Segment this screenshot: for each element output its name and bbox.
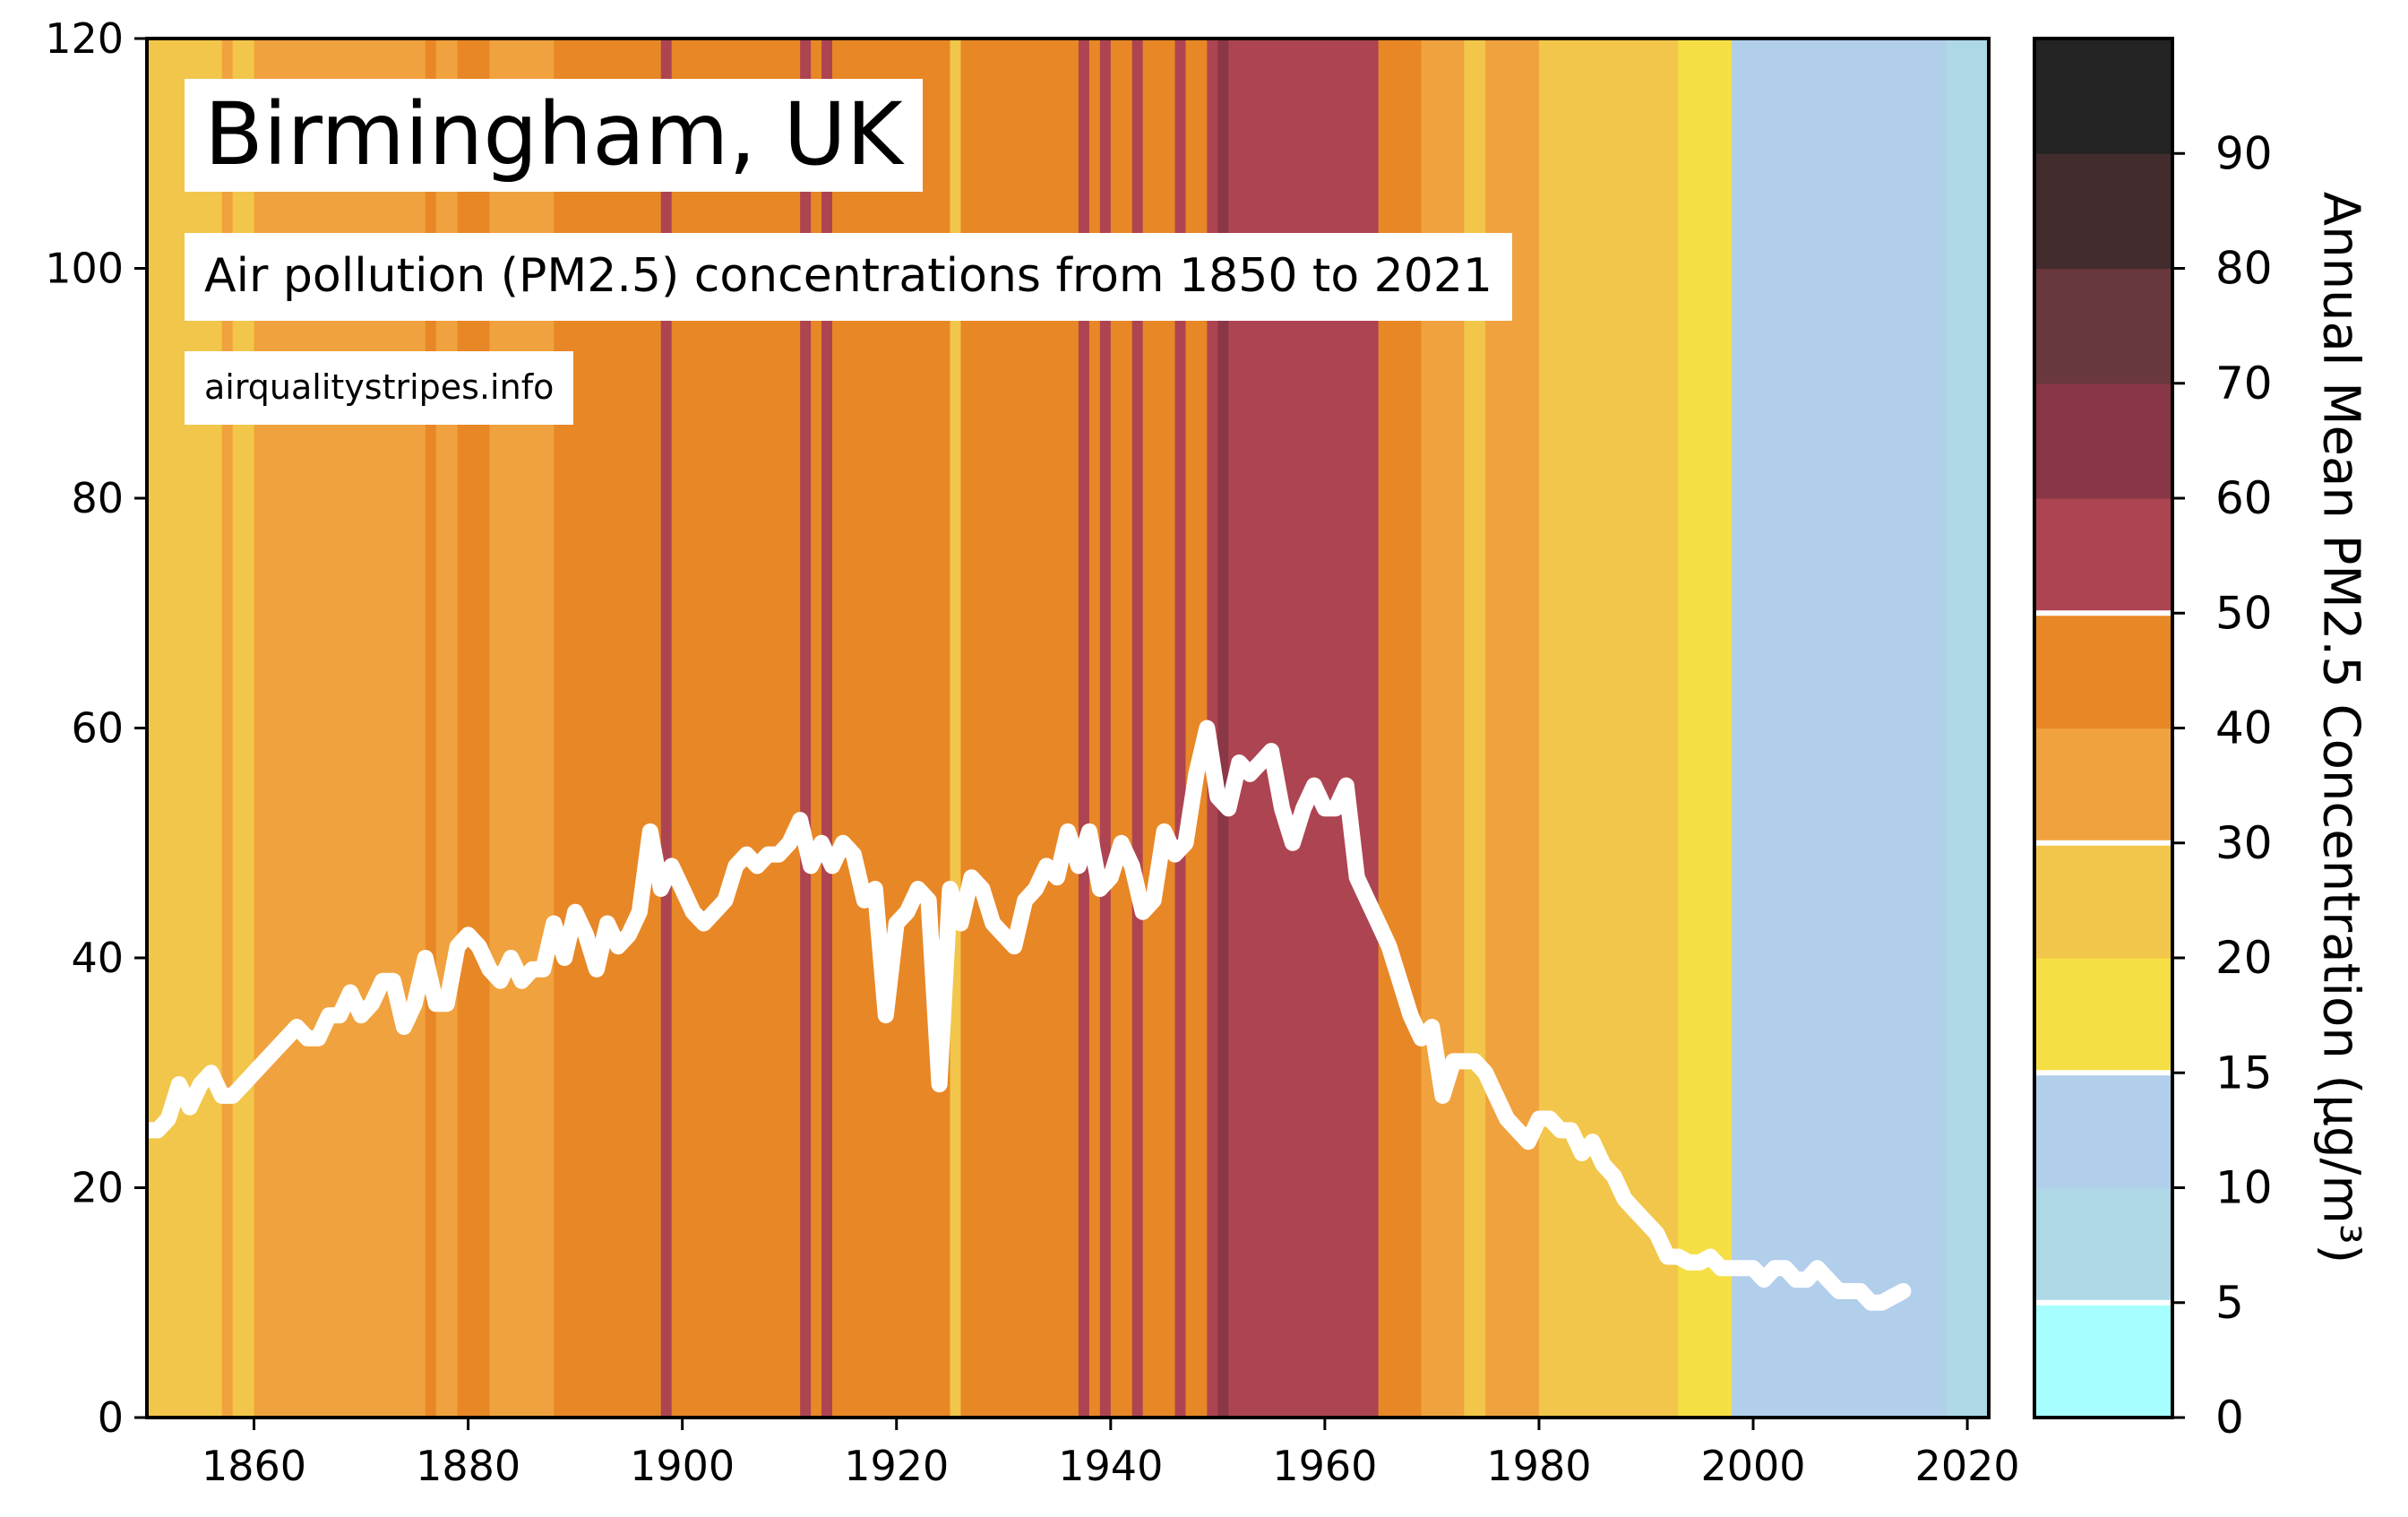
stripe-2018 [1946,39,1990,1418]
stripe-1942 [1131,39,1144,1418]
colorbar-tick-label-15: 15 [2215,1047,2273,1099]
chart-title: Birmingham, UK [185,79,923,192]
colorbar-tick-label-5: 5 [2215,1277,2244,1329]
stripe-1938 [1088,39,1101,1418]
colorbar-band-7 [2034,498,2172,614]
colorbar-band-5 [2034,728,2172,844]
colorbar-tick-label-70: 70 [2215,358,2273,409]
stripe-1925 [950,39,962,1418]
colorbar-band-10 [2034,153,2172,270]
colorbar-band-4 [2034,842,2172,959]
pm25-series-line [139,720,1912,1311]
x-tick-label-1880: 1880 [416,1442,520,1490]
colorbar-band-11 [2034,39,2172,154]
colorbar-band-0 [2034,1302,2172,1418]
y-tick-label-100: 100 [45,245,124,293]
colorbar: 0 5 10 15 20 30 40 50 60 70 80 90 [2033,37,2273,1444]
colorbar-tick-label-10: 10 [2215,1162,2273,1214]
x-tick-label-1960: 1960 [1272,1442,1377,1490]
colorbar-band-6 [2034,613,2172,729]
stripe-1980 [1538,39,1679,1418]
stripe-1937 [1078,39,1090,1418]
stripe-1950 [1217,39,1229,1418]
stripe-1939 [1099,39,1112,1418]
x-tick-label-1940: 1940 [1058,1442,1163,1490]
stripe-1913 [821,39,833,1418]
colorbar-tick-label-50: 50 [2215,587,2273,639]
colorbar-band-8 [2034,383,2172,499]
colorbar-tick-label-60: 60 [2215,472,2273,524]
colorbar-tick-label-80: 80 [2215,243,2273,295]
x-tick-label-1860: 1860 [202,1442,306,1490]
stripe-1912 [811,39,822,1418]
x-tick-label-1980: 1980 [1486,1442,1591,1490]
stripe-1998 [1732,39,1947,1418]
y-tick-label-120: 120 [45,14,124,63]
colorbar-band-2 [2034,1073,2172,1189]
x-axis: 1860 1880 1900 1920 1940 1960 1980 2000 2020 [202,1418,2020,1490]
y-tick-label-60: 60 [71,704,124,753]
y-tick-label-0: 0 [98,1393,124,1442]
colorbar-band-3 [2034,958,2172,1073]
chart-source: airqualitystripes.info [185,351,574,425]
chart-subtitle: Air pollution (PM2.5) concentrations fro… [185,233,1512,321]
y-tick-label-80: 80 [71,474,124,522]
stripe-1898 [660,39,673,1418]
colorbar-tick-label-90: 90 [2215,127,2273,179]
colorbar-tick-label-30: 30 [2215,817,2273,869]
colorbar-label: Annual Mean PM2.5 Concentration (μg/m³) [2312,192,2370,1263]
stripe-1993 [1678,39,1733,1418]
colorbar-tick-label-0: 0 [2215,1392,2244,1444]
colorbar-tick-label-20: 20 [2215,932,2273,984]
x-tick-label-1900: 1900 [630,1442,735,1490]
stripe-1946 [1174,39,1187,1418]
x-tick-label-1920: 1920 [844,1442,949,1490]
y-tick-label-20: 20 [71,1164,124,1212]
stripe-1911 [800,39,812,1418]
colorbar-band-9 [2034,268,2172,384]
colorbar-tick-label-40: 40 [2215,702,2273,754]
x-tick-label-2000: 2000 [1700,1442,1805,1490]
x-tick-label-2020: 2020 [1915,1442,2020,1490]
y-tick-label-40: 40 [71,934,124,982]
y-axis: 0 20 40 60 80 100 120 [45,14,147,1442]
colorbar-band-1 [2034,1187,2172,1304]
